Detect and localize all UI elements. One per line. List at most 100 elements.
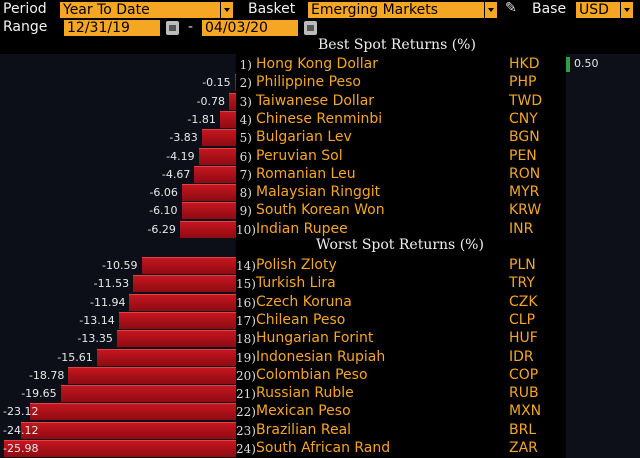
chevron-down-icon[interactable] bbox=[620, 2, 633, 18]
currency-code[interactable]: PLN bbox=[509, 257, 536, 273]
pencil-icon[interactable]: ✎ bbox=[505, 0, 517, 16]
currency-code[interactable]: PEN bbox=[509, 147, 537, 164]
currency-code[interactable]: CNY bbox=[509, 110, 538, 127]
return-value: -1.81 bbox=[187, 112, 216, 126]
currency-code[interactable]: RUB bbox=[509, 385, 539, 402]
return-bar bbox=[181, 184, 236, 202]
row-rank: 21) bbox=[236, 387, 256, 402]
calendar-icon[interactable] bbox=[166, 21, 179, 35]
currency-code[interactable]: MXN bbox=[509, 403, 542, 420]
currency-code[interactable]: KRW bbox=[509, 202, 542, 219]
row-rank: 3) bbox=[239, 94, 252, 109]
return-value: -0.78 bbox=[196, 94, 226, 108]
currency-name[interactable]: Romanian Leu bbox=[256, 165, 356, 182]
return-bar bbox=[60, 385, 236, 403]
row-rank: 8) bbox=[239, 186, 252, 201]
return-value: -4.67 bbox=[161, 167, 191, 181]
chevron-down-icon[interactable] bbox=[220, 2, 233, 18]
currency-name[interactable]: Turkish Lira bbox=[256, 275, 336, 292]
row-rank: 24) bbox=[236, 442, 256, 456]
currency-code[interactable]: ZAR bbox=[509, 440, 538, 456]
currency-code[interactable]: PHP bbox=[509, 74, 537, 91]
row-rank: 5) bbox=[239, 131, 252, 146]
currency-code[interactable]: CLP bbox=[509, 311, 536, 328]
return-bar bbox=[4, 440, 236, 457]
base-label: Base bbox=[532, 1, 567, 17]
return-value: -10.59 bbox=[102, 259, 138, 272]
return-bar bbox=[229, 92, 236, 110]
return-bar bbox=[566, 57, 570, 72]
currency-name[interactable]: Malaysian Ringgit bbox=[256, 184, 381, 201]
currency-name[interactable]: Peruvian Sol bbox=[256, 147, 343, 164]
currency-code[interactable]: RON bbox=[509, 165, 541, 182]
range-label: Range bbox=[3, 19, 48, 35]
return-value: -23.12 bbox=[3, 405, 39, 419]
currency-name[interactable]: Czech Koruna bbox=[256, 293, 352, 310]
return-value: -19.65 bbox=[21, 387, 57, 401]
basket-select[interactable]: Emerging Markets bbox=[308, 2, 484, 18]
start-date-field[interactable]: 12/31/19 bbox=[64, 20, 160, 36]
end-date-field[interactable]: 04/03/20 bbox=[202, 20, 298, 36]
return-bar bbox=[141, 257, 236, 274]
currency-name[interactable]: Polish Zloty bbox=[256, 257, 337, 273]
return-value: -13.14 bbox=[79, 313, 115, 327]
row-rank: 22) bbox=[236, 405, 256, 420]
row-rank: 4) bbox=[239, 112, 252, 127]
return-bar bbox=[194, 165, 236, 183]
base-select[interactable]: USD bbox=[576, 2, 620, 18]
row-rank: 16) bbox=[236, 295, 256, 310]
currency-name[interactable]: Chilean Peso bbox=[256, 311, 346, 328]
currency-code[interactable]: TWD bbox=[509, 92, 543, 109]
currency-name[interactable]: Mexican Peso bbox=[256, 403, 351, 420]
currency-name[interactable]: South Korean Won bbox=[256, 202, 385, 219]
return-value: -25.98 bbox=[3, 442, 39, 455]
currency-name[interactable]: Hungarian Forint bbox=[256, 330, 374, 347]
currency-code[interactable]: IDR bbox=[509, 348, 534, 365]
currency-name[interactable]: Bulgarian Lev bbox=[256, 129, 352, 146]
row-rank: 19) bbox=[236, 350, 256, 365]
currency-name[interactable]: Hong Kong Dollar bbox=[256, 56, 379, 72]
row-rank: 20) bbox=[236, 368, 256, 383]
currency-name[interactable]: South African Rand bbox=[256, 440, 391, 456]
currency-name[interactable]: Indonesian Rupiah bbox=[256, 348, 386, 365]
positive-bar-panel bbox=[566, 54, 640, 458]
currency-name[interactable]: Philippine Peso bbox=[256, 74, 361, 91]
currency-name[interactable]: Indian Rupee bbox=[256, 220, 348, 237]
return-bar bbox=[118, 311, 236, 329]
return-value: 0.50 bbox=[574, 57, 599, 70]
return-value: -6.06 bbox=[149, 186, 178, 200]
toolbar: Period Year To Date Basket Emerging Mark… bbox=[0, 0, 640, 38]
return-value: -15.61 bbox=[57, 350, 93, 364]
chevron-down-icon[interactable] bbox=[484, 2, 497, 18]
currency-name[interactable]: Chinese Renminbi bbox=[256, 110, 383, 127]
currency-code[interactable]: HKD bbox=[509, 56, 540, 72]
currency-name[interactable]: Colombian Peso bbox=[256, 366, 368, 383]
currency-code[interactable]: MYR bbox=[509, 184, 540, 201]
return-bar bbox=[181, 202, 236, 220]
calendar-icon[interactable] bbox=[304, 21, 317, 35]
period-label: Period bbox=[3, 1, 47, 17]
currency-code[interactable]: TRY bbox=[509, 275, 535, 292]
row-rank: 7) bbox=[239, 167, 252, 182]
row-rank: 10) bbox=[236, 222, 256, 237]
period-select[interactable]: Year To Date bbox=[60, 2, 220, 18]
return-bar bbox=[219, 110, 236, 128]
currency-name[interactable]: Brazilian Real bbox=[256, 421, 352, 438]
return-bar bbox=[129, 293, 236, 311]
currency-code[interactable]: HUF bbox=[509, 330, 538, 347]
row-rank: 1) bbox=[239, 58, 252, 72]
currency-name[interactable]: Russian Ruble bbox=[256, 385, 354, 402]
currency-code[interactable]: INR bbox=[509, 220, 534, 237]
row-rank: 15) bbox=[236, 277, 256, 292]
return-bar bbox=[96, 348, 236, 366]
date-separator: - bbox=[188, 19, 194, 35]
return-bar bbox=[29, 403, 236, 421]
return-bar bbox=[20, 421, 236, 439]
return-value: -24.12 bbox=[3, 423, 39, 437]
currency-code[interactable]: BGN bbox=[509, 129, 540, 146]
return-value: -11.94 bbox=[89, 295, 126, 309]
currency-code[interactable]: CZK bbox=[509, 293, 538, 310]
currency-code[interactable]: COP bbox=[509, 366, 539, 383]
currency-code[interactable]: BRL bbox=[509, 421, 537, 438]
currency-name[interactable]: Taiwanese Dollar bbox=[256, 92, 375, 109]
